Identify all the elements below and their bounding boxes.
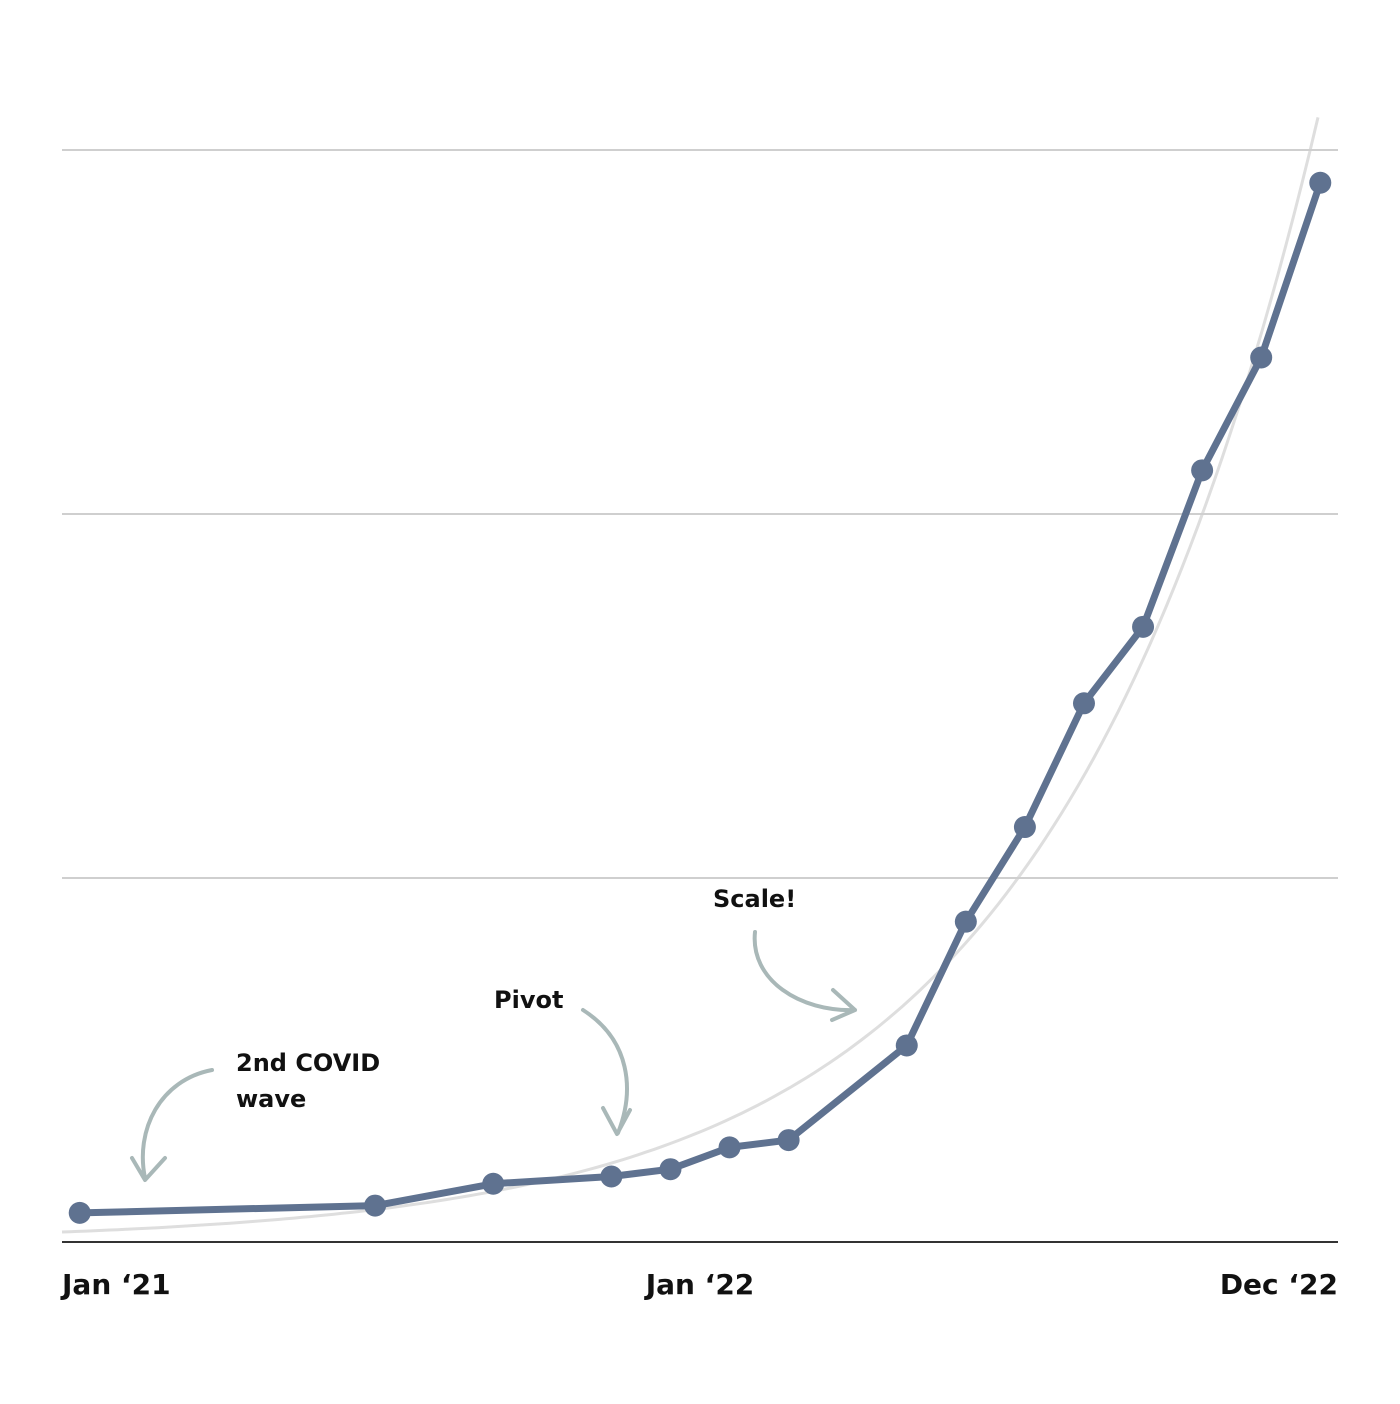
- point: [482, 1172, 505, 1195]
- annotation: Scale!: [713, 885, 796, 913]
- annotation-arrow: [581, 1008, 632, 1136]
- annotation-arrow: [130, 1068, 214, 1182]
- point: [1072, 692, 1095, 715]
- x-tick-label: Jan ‘21: [60, 1268, 171, 1301]
- x-tick-label: Jan ‘22: [644, 1268, 755, 1301]
- point: [718, 1136, 741, 1159]
- point: [1132, 615, 1155, 638]
- trend-curve: [61, 117, 1320, 1234]
- point: [954, 910, 977, 933]
- point: [600, 1165, 623, 1188]
- point: [895, 1034, 918, 1057]
- x-tick-label: Dec ‘22: [1220, 1268, 1338, 1301]
- point: [68, 1201, 91, 1224]
- point: [1309, 171, 1332, 194]
- annotation: 2nd COVID: [236, 1049, 380, 1077]
- point: [1191, 459, 1214, 482]
- point: [777, 1129, 800, 1152]
- point: [659, 1158, 682, 1181]
- annotation: wave: [236, 1085, 306, 1113]
- point: [364, 1194, 387, 1217]
- point: [1013, 816, 1036, 839]
- annotation: Pivot: [494, 986, 563, 1014]
- annotation-arrow: [752, 930, 857, 1022]
- point: [1250, 346, 1273, 369]
